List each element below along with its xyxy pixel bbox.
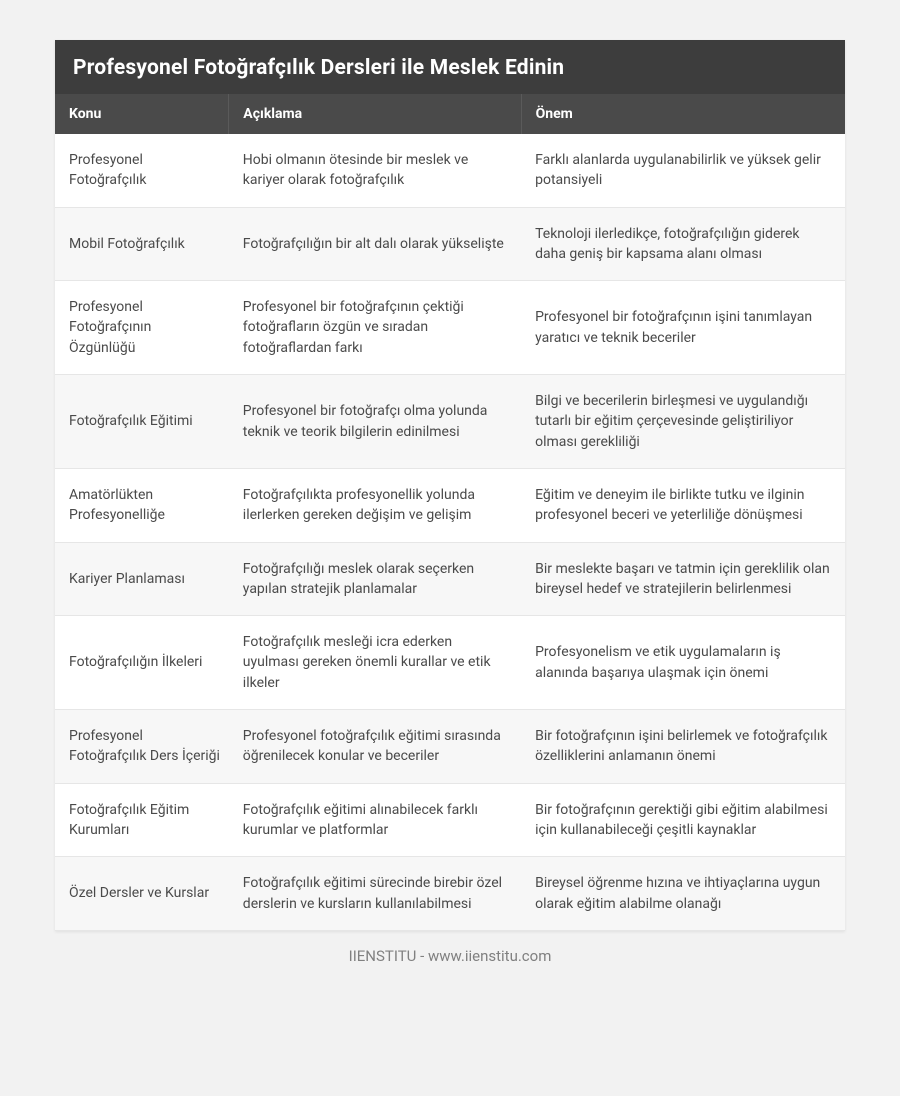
cell-konu: Fotoğrafçılık Eğitim Kurumları (55, 783, 229, 857)
cell-aciklama: Profesyonel bir fotoğrafçı olma yolunda … (229, 375, 521, 469)
table-row: Fotoğrafçılığın İlkeleriFotoğrafçılık me… (55, 616, 845, 710)
table-row: Mobil FotoğrafçılıkFotoğrafçılığın bir a… (55, 207, 845, 281)
table-row: Fotoğrafçılık Eğitim KurumlarıFotoğrafçı… (55, 783, 845, 857)
cell-konu: Özel Dersler ve Kurslar (55, 857, 229, 931)
cell-aciklama: Fotoğrafçılık eğitimi alınabilecek farkl… (229, 783, 521, 857)
table-body: Profesyonel FotoğrafçılıkHobi olmanın öt… (55, 134, 845, 930)
table-row: Profesyonel Fotoğrafçının ÖzgünlüğüProfe… (55, 281, 845, 375)
cell-konu: Mobil Fotoğrafçılık (55, 207, 229, 281)
cell-aciklama: Fotoğrafçılığın bir alt dalı olarak yüks… (229, 207, 521, 281)
cell-aciklama: Fotoğrafçılık mesleği icra ederken uyulm… (229, 616, 521, 710)
cell-konu: Fotoğrafçılık Eğitimi (55, 375, 229, 469)
cell-aciklama: Fotoğrafçılığı meslek olarak seçerken ya… (229, 542, 521, 616)
footer-text: IIENSTITU - www.iienstitu.com (55, 931, 845, 969)
table-row: Kariyer PlanlamasıFotoğrafçılığı meslek … (55, 542, 845, 616)
table-row: Profesyonel Fotoğrafçılık Ders İçeriğiPr… (55, 710, 845, 784)
cell-onem: Bir fotoğrafçının işini belirlemek ve fo… (521, 710, 845, 784)
column-header-aciklama: Açıklama (229, 94, 521, 134)
table-row: Fotoğrafçılık EğitimiProfesyonel bir fot… (55, 375, 845, 469)
cell-onem: Profesyonel bir fotoğrafçının işini tanı… (521, 281, 845, 375)
cell-konu: Profesyonel Fotoğrafçılık Ders İçeriği (55, 710, 229, 784)
table-row: Amatörlükten ProfesyonelliğeFotoğrafçılı… (55, 468, 845, 542)
cell-aciklama: Profesyonel bir fotoğrafçının çektiği fo… (229, 281, 521, 375)
cell-konu: Profesyonel Fotoğrafçının Özgünlüğü (55, 281, 229, 375)
content-table: Konu Açıklama Önem Profesyonel Fotoğrafç… (55, 94, 845, 931)
table-row: Özel Dersler ve KurslarFotoğrafçılık eği… (55, 857, 845, 931)
cell-konu: Profesyonel Fotoğrafçılık (55, 134, 229, 207)
table-header-row: Konu Açıklama Önem (55, 94, 845, 134)
cell-aciklama: Hobi olmanın ötesinde bir meslek ve kari… (229, 134, 521, 207)
cell-konu: Amatörlükten Profesyonelliğe (55, 468, 229, 542)
cell-konu: Fotoğrafçılığın İlkeleri (55, 616, 229, 710)
cell-onem: Eğitim ve deneyim ile birlikte tutku ve … (521, 468, 845, 542)
cell-aciklama: Fotoğrafçılık eğitimi sürecinde birebir … (229, 857, 521, 931)
table-card: Profesyonel Fotoğrafçılık Dersleri ile M… (55, 40, 845, 931)
cell-onem: Bir fotoğrafçının gerektiği gibi eğitim … (521, 783, 845, 857)
cell-aciklama: Fotoğrafçılıkta profesyonellik yolunda i… (229, 468, 521, 542)
page-title: Profesyonel Fotoğrafçılık Dersleri ile M… (55, 40, 845, 94)
cell-onem: Bireysel öğrenme hızına ve ihtiyaçlarına… (521, 857, 845, 931)
cell-aciklama: Profesyonel fotoğrafçılık eğitimi sırası… (229, 710, 521, 784)
cell-konu: Kariyer Planlaması (55, 542, 229, 616)
cell-onem: Bilgi ve becerilerin birleşmesi ve uygul… (521, 375, 845, 469)
cell-onem: Profesyonelism ve etik uygulamaların iş … (521, 616, 845, 710)
cell-onem: Farklı alanlarda uygulanabilirlik ve yük… (521, 134, 845, 207)
column-header-onem: Önem (521, 94, 845, 134)
cell-onem: Teknoloji ilerledikçe, fotoğrafçılığın g… (521, 207, 845, 281)
column-header-konu: Konu (55, 94, 229, 134)
cell-onem: Bir meslekte başarı ve tatmin için gerek… (521, 542, 845, 616)
table-row: Profesyonel FotoğrafçılıkHobi olmanın öt… (55, 134, 845, 207)
